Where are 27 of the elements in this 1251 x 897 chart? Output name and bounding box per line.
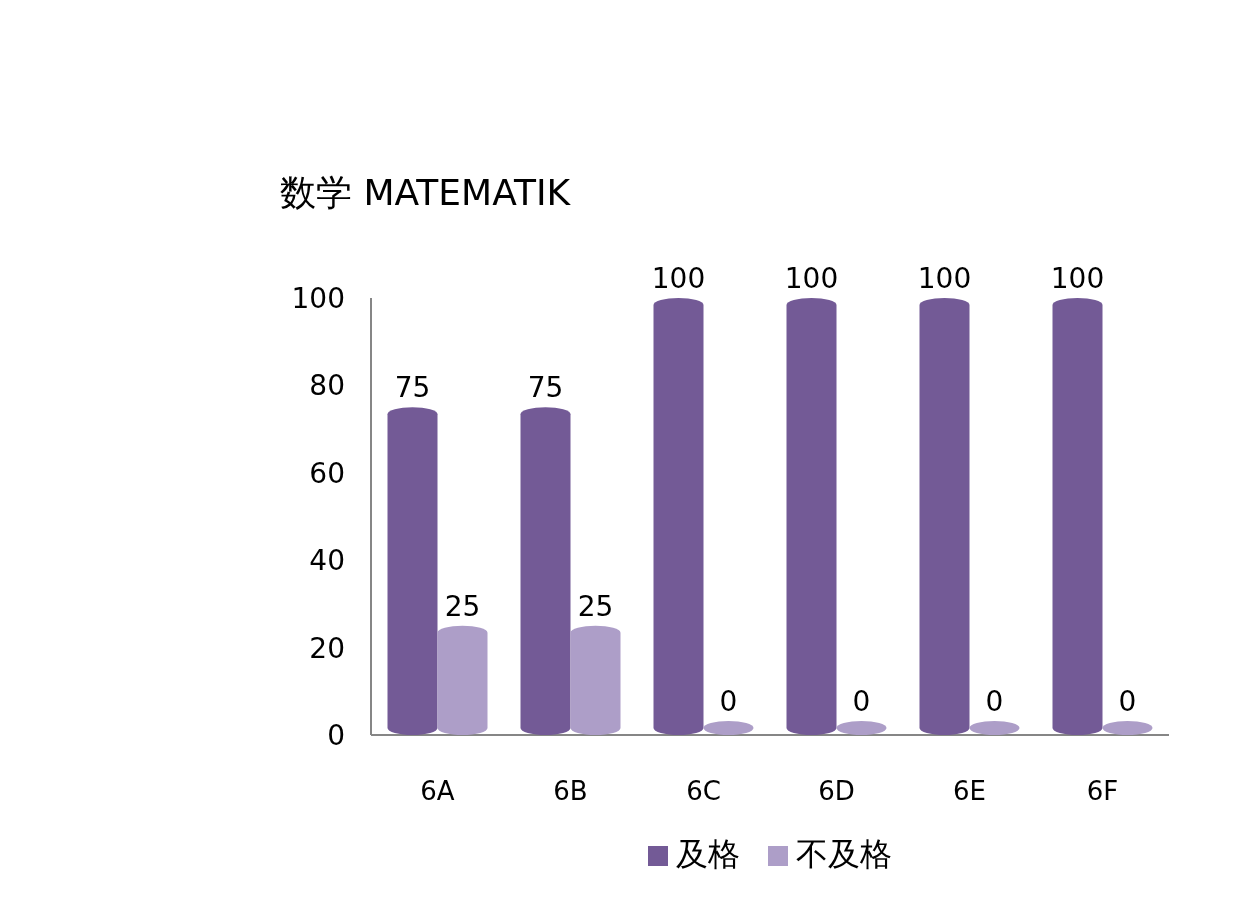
x-tick-label: 6E <box>953 776 986 806</box>
x-tick-label: 6A <box>420 776 455 806</box>
data-label: 100 <box>917 262 972 295</box>
x-tick-label: 6F <box>1086 776 1119 806</box>
data-label: 100 <box>651 262 706 295</box>
legend-label: 不及格 <box>796 835 892 873</box>
y-tick-label: 80 <box>309 369 345 403</box>
data-label: 0 <box>985 685 1004 718</box>
data-label: 0 <box>719 685 738 718</box>
y-tick-label: 60 <box>309 456 345 490</box>
data-label: 100 <box>784 262 839 295</box>
data-label: 0 <box>852 685 871 718</box>
legend-label: 及格 <box>676 835 740 873</box>
data-label: 75 <box>527 371 564 405</box>
y-tick-label: 100 <box>291 282 345 315</box>
x-tick-label: 6D <box>818 776 855 806</box>
data-label: 25 <box>577 589 614 623</box>
y-tick-label: 20 <box>309 631 345 665</box>
data-label: 75 <box>394 371 431 405</box>
chart-title: 数学 MATEMATIK <box>280 172 572 213</box>
x-tick-label: 6B <box>553 776 588 806</box>
data-label: 0 <box>1118 685 1137 718</box>
data-label: 100 <box>1050 262 1105 295</box>
y-tick-label: 40 <box>309 544 345 578</box>
data-label: 25 <box>444 589 481 623</box>
y-tick-label: 0 <box>327 719 345 752</box>
x-tick-label: 6C <box>686 776 721 806</box>
